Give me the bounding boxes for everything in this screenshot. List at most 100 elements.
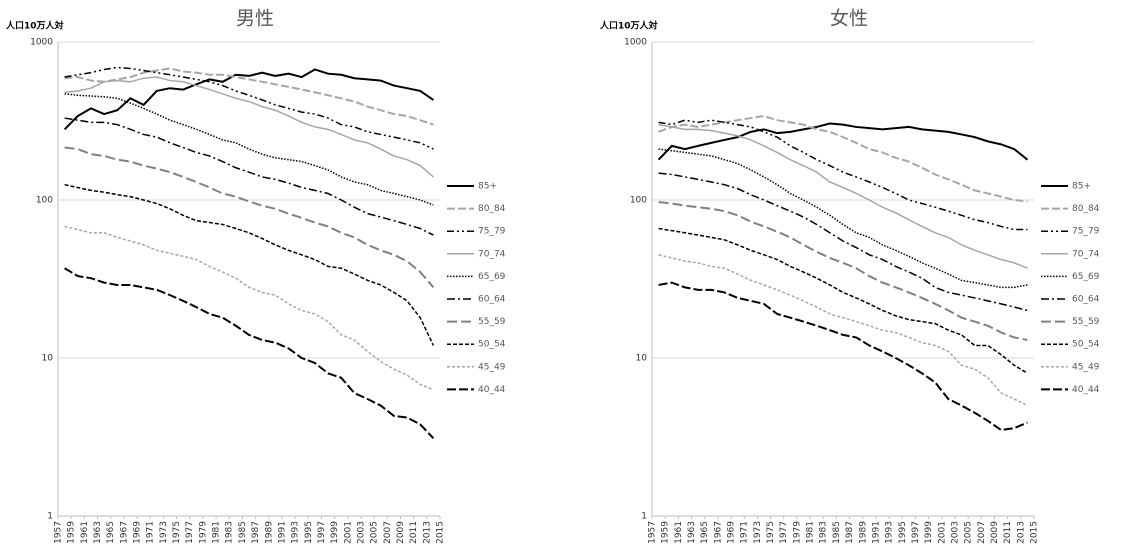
x-tick-label: 1989 [858, 521, 868, 544]
y-tick-label: 1000 [30, 38, 53, 48]
x-tick-label: 2011 [409, 521, 419, 544]
series-line [63, 68, 434, 131]
x-tick-label: 1979 [198, 521, 208, 544]
series-line [658, 148, 1028, 289]
x-tick-label: 2009 [990, 521, 1000, 544]
legend-label: 85+ [478, 182, 497, 192]
y-tick-label: 10 [42, 354, 54, 364]
series-line [657, 122, 1029, 161]
series-line [658, 281, 1028, 432]
x-tick-label: 1977 [779, 521, 789, 544]
x-tick-label: 1963 [93, 521, 103, 544]
x-tick-label: 1959 [67, 521, 77, 544]
series-line [658, 201, 1028, 341]
x-tick-label: 1995 [304, 521, 314, 544]
legend-label: 45_49 [1072, 362, 1100, 372]
series-line [64, 66, 434, 150]
x-tick-label: 2011 [1003, 521, 1013, 544]
legend-label: 50_54 [478, 340, 506, 350]
x-tick-label: 1973 [159, 521, 169, 544]
x-tick-label: 2007 [977, 521, 987, 544]
legend-label: 80_84 [1072, 204, 1100, 214]
legend-label: 45_49 [478, 362, 506, 372]
x-tick-label: 1993 [885, 521, 895, 544]
x-tick-label: 2015 [1030, 521, 1040, 544]
x-tick-label: 1973 [753, 521, 763, 544]
series-line [64, 76, 434, 178]
x-tick-label: 1983 [819, 521, 829, 544]
x-tick-label: 1975 [766, 521, 776, 544]
y-tick-label: 1000 [624, 38, 647, 48]
x-tick-label: 2015 [436, 521, 446, 544]
chart-title: 女性 [830, 8, 868, 30]
x-tick-label: 1981 [212, 521, 222, 544]
legend-label: 65_69 [478, 272, 506, 282]
x-tick-label: 1975 [172, 521, 182, 544]
legend-label: 75_79 [478, 227, 506, 237]
x-tick-label: 1987 [845, 521, 855, 544]
series-line [64, 183, 435, 346]
series-line [658, 119, 1028, 231]
legend-label: 80_84 [478, 204, 506, 214]
y-tick-label: 1 [47, 512, 53, 522]
x-tick-label: 1977 [185, 521, 195, 544]
legend-label: 65_69 [1072, 272, 1100, 282]
x-tick-label: 1993 [291, 521, 301, 544]
series-line [658, 227, 1028, 374]
x-tick-label: 2009 [396, 521, 406, 544]
x-tick-label: 1967 [119, 521, 129, 544]
y-tick-label: 10 [636, 354, 648, 364]
x-tick-label: 2003 [950, 521, 960, 544]
legend-label: 55_59 [1072, 317, 1100, 327]
x-tick-label: 1999 [330, 521, 340, 544]
x-tick-label: 1985 [238, 521, 248, 544]
x-tick-label: 1989 [264, 521, 274, 544]
x-tick-label: 1957 [648, 521, 658, 544]
y-axis-label: 人口10万人対 [599, 20, 658, 32]
series-line [64, 146, 435, 289]
x-tick-label: 1961 [80, 521, 90, 544]
x-tick-label: 1991 [871, 521, 881, 544]
y-tick-label: 1 [641, 512, 647, 522]
legend-label: 60_64 [1072, 295, 1100, 305]
y-axis-label: 人口10万人対 [5, 20, 64, 32]
x-tick-label: 2013 [422, 521, 432, 544]
series-line [64, 67, 434, 126]
x-tick-label: 1963 [687, 521, 697, 544]
x-tick-label: 1961 [674, 521, 684, 544]
x-tick-label: 1969 [133, 521, 143, 544]
legend-label: 70_74 [478, 249, 506, 259]
x-tick-label: 1991 [277, 521, 287, 544]
series-line [658, 115, 1028, 203]
legend-label: 75_79 [1072, 227, 1100, 237]
y-tick-label: 100 [630, 196, 647, 206]
x-tick-label: 2001 [343, 521, 353, 544]
x-tick-label: 1987 [251, 521, 261, 544]
legend-label: 70_74 [1072, 249, 1100, 259]
series-line [64, 267, 435, 440]
x-tick-label: 1979 [792, 521, 802, 544]
x-tick-label: 1957 [54, 521, 64, 544]
x-tick-label: 1983 [225, 521, 235, 544]
series-line [658, 123, 1028, 269]
legend-label: 50_54 [1072, 340, 1100, 350]
x-tick-label: 1959 [661, 521, 671, 544]
y-tick-label: 100 [36, 196, 53, 206]
x-tick-label: 1971 [146, 521, 156, 544]
x-tick-label: 2001 [937, 521, 947, 544]
x-tick-label: 1997 [317, 521, 327, 544]
series-line [64, 117, 434, 236]
legend-label: 40_44 [1072, 385, 1100, 395]
legend-label: 60_64 [478, 295, 506, 305]
legend-label: 85+ [1072, 182, 1091, 192]
series-line [64, 225, 434, 391]
x-tick-label: 1965 [106, 521, 116, 544]
series-line [658, 172, 1028, 312]
x-tick-label: 2007 [383, 521, 393, 544]
x-tick-label: 1981 [806, 521, 816, 544]
x-tick-label: 1999 [924, 521, 934, 544]
series-line [658, 254, 1028, 407]
x-tick-label: 1967 [713, 521, 723, 544]
x-tick-label: 2005 [964, 521, 974, 544]
x-tick-label: 2013 [1016, 521, 1026, 544]
